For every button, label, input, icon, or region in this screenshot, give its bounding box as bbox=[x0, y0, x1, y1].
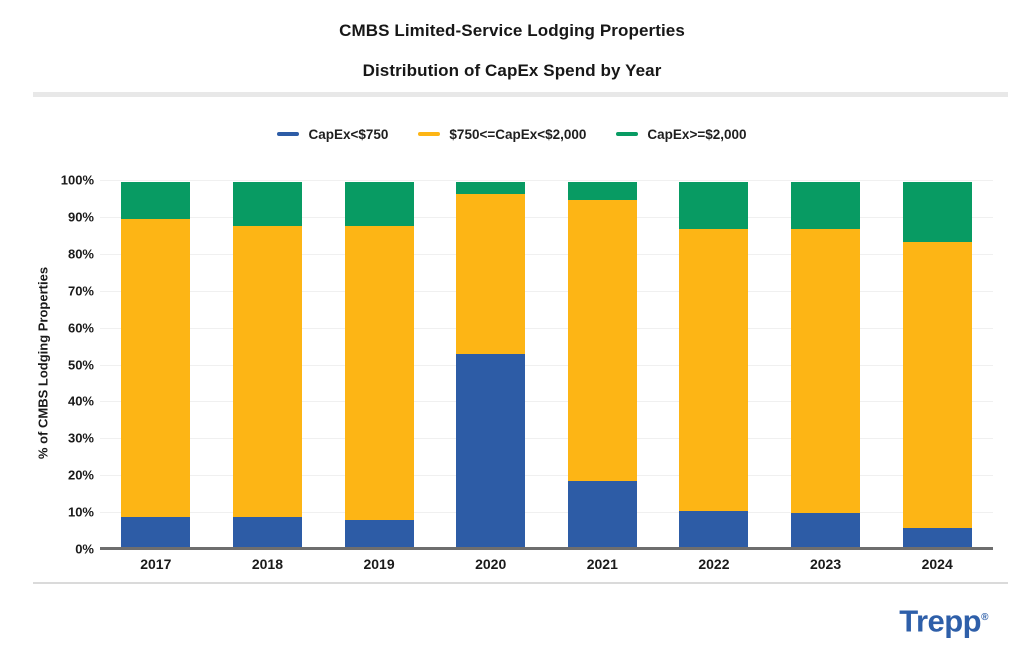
bar-segment-2024 bbox=[902, 181, 972, 242]
legend-item-1: $750<=CapEx<$2,000 bbox=[418, 127, 586, 142]
bar-segment-2019 bbox=[344, 181, 414, 227]
gridline-100 bbox=[100, 180, 993, 181]
bar-segment-2021 bbox=[567, 481, 637, 549]
plot-area bbox=[100, 180, 993, 550]
bar-slot-2019 bbox=[323, 180, 435, 549]
bottom-divider bbox=[33, 582, 1008, 584]
bar-2022 bbox=[679, 180, 749, 549]
chart-title-line2: Distribution of CapEx Spend by Year bbox=[362, 61, 662, 80]
legend-marker-icon bbox=[418, 132, 441, 136]
gridline-30 bbox=[100, 438, 993, 440]
y-tick-label-80: 80% bbox=[67, 246, 94, 262]
bar-segment-2021 bbox=[567, 181, 637, 200]
bar-segment-2019 bbox=[344, 226, 414, 521]
bar-segment-2024 bbox=[902, 242, 972, 529]
x-axis-label-2022: 2022 bbox=[698, 556, 730, 572]
x-axis-line bbox=[100, 547, 993, 550]
bar-slot-2022 bbox=[658, 180, 770, 549]
legend-label: CapEx>=$2,000 bbox=[647, 126, 747, 142]
bar-slot-2023 bbox=[770, 180, 882, 549]
bar-2021 bbox=[567, 180, 637, 549]
bar-segment-2018 bbox=[232, 516, 302, 549]
legend-item-0: CapEx<$750 bbox=[277, 127, 388, 142]
bar-segment-2018 bbox=[232, 181, 302, 227]
bar-segment-2019 bbox=[344, 520, 414, 549]
legend-marker-icon bbox=[277, 132, 300, 136]
bar-segment-2017 bbox=[121, 181, 191, 219]
y-tick-label-40: 40% bbox=[67, 393, 94, 409]
gridline-60 bbox=[100, 327, 993, 329]
gridline-50 bbox=[100, 364, 993, 366]
legend-label: $750<=CapEx<$2,000 bbox=[449, 126, 587, 142]
bar-slot-2020 bbox=[435, 180, 547, 549]
y-tick-label-0: 0% bbox=[75, 541, 94, 557]
legend-label: CapEx<$750 bbox=[308, 126, 389, 142]
bars-container bbox=[100, 180, 993, 549]
gridline-90 bbox=[100, 216, 993, 218]
y-tick-label-10: 10% bbox=[67, 504, 94, 520]
bar-2019 bbox=[344, 180, 414, 549]
gridline-40 bbox=[100, 401, 993, 403]
x-axis-label-2017: 2017 bbox=[140, 556, 172, 572]
y-tick-label-90: 90% bbox=[67, 209, 94, 225]
x-axis-labels: 2017 2018 2019 2020 2021 2022 2023 2024 bbox=[100, 556, 993, 574]
trepp-logo-text: Trepp bbox=[899, 603, 982, 639]
y-tick-label-50: 50% bbox=[67, 357, 94, 372]
bar-2017 bbox=[121, 180, 191, 549]
chart-title-line1: CMBS Limited-Service Lodging Properties bbox=[339, 21, 685, 40]
bar-segment-2022 bbox=[679, 228, 749, 511]
legend-item-2: CapEx>=$2,000 bbox=[616, 126, 747, 142]
trepp-logo: Trepp® bbox=[899, 600, 988, 639]
registered-trademark-icon: ® bbox=[981, 612, 988, 623]
x-axis-label-2018: 2018 bbox=[251, 556, 284, 572]
gridline-70 bbox=[100, 290, 993, 292]
gridline-20 bbox=[100, 475, 993, 477]
bar-2020 bbox=[456, 180, 526, 549]
legend-marker-icon bbox=[616, 132, 639, 136]
bar-segment-2023 bbox=[791, 229, 861, 514]
bar-2018 bbox=[232, 180, 302, 549]
bar-segment-2022 bbox=[679, 510, 749, 549]
x-axis-label-2020: 2020 bbox=[475, 556, 507, 572]
x-axis-label-2024: 2024 bbox=[921, 556, 953, 572]
y-tick-label-30: 30% bbox=[67, 430, 94, 446]
y-axis-ticks: 0% 10% 20% 30% 40% 50% 60% 70% 80% 90% 100% bbox=[0, 174, 94, 556]
gridline-80 bbox=[100, 253, 993, 255]
gridline-10 bbox=[100, 512, 993, 514]
bar-slot-2017 bbox=[100, 180, 212, 549]
bar-segment-2017 bbox=[121, 218, 191, 518]
bar-segment-2021 bbox=[567, 199, 637, 482]
bar-2023 bbox=[791, 180, 861, 549]
top-divider bbox=[33, 92, 1008, 97]
bar-2024 bbox=[902, 180, 972, 549]
bar-segment-2023 bbox=[791, 513, 861, 549]
bar-segment-2024 bbox=[902, 528, 972, 549]
bar-segment-2020 bbox=[456, 193, 526, 355]
y-tick-label-60: 60% bbox=[67, 320, 94, 336]
bar-slot-2024 bbox=[881, 180, 993, 549]
bar-segment-2022 bbox=[679, 181, 749, 229]
x-axis-label-2021: 2021 bbox=[586, 556, 618, 572]
y-tick-label-20: 20% bbox=[67, 467, 94, 483]
bar-segment-2023 bbox=[791, 181, 861, 230]
bar-segment-2020 bbox=[456, 354, 526, 549]
bar-segment-2018 bbox=[232, 226, 302, 517]
bar-segment-2017 bbox=[121, 517, 191, 549]
x-axis-label-2019: 2019 bbox=[363, 556, 395, 572]
bar-slot-2018 bbox=[212, 180, 324, 549]
x-axis-label-2023: 2023 bbox=[809, 556, 842, 572]
bar-slot-2021 bbox=[547, 180, 659, 549]
y-tick-label-100: 100% bbox=[60, 172, 94, 188]
chart-legend: CapEx<$750 $750<=CapEx<$2,000 CapEx>=$2,00… bbox=[0, 124, 1024, 144]
bar-segment-2020 bbox=[456, 181, 526, 194]
y-tick-label-70: 70% bbox=[67, 283, 94, 299]
